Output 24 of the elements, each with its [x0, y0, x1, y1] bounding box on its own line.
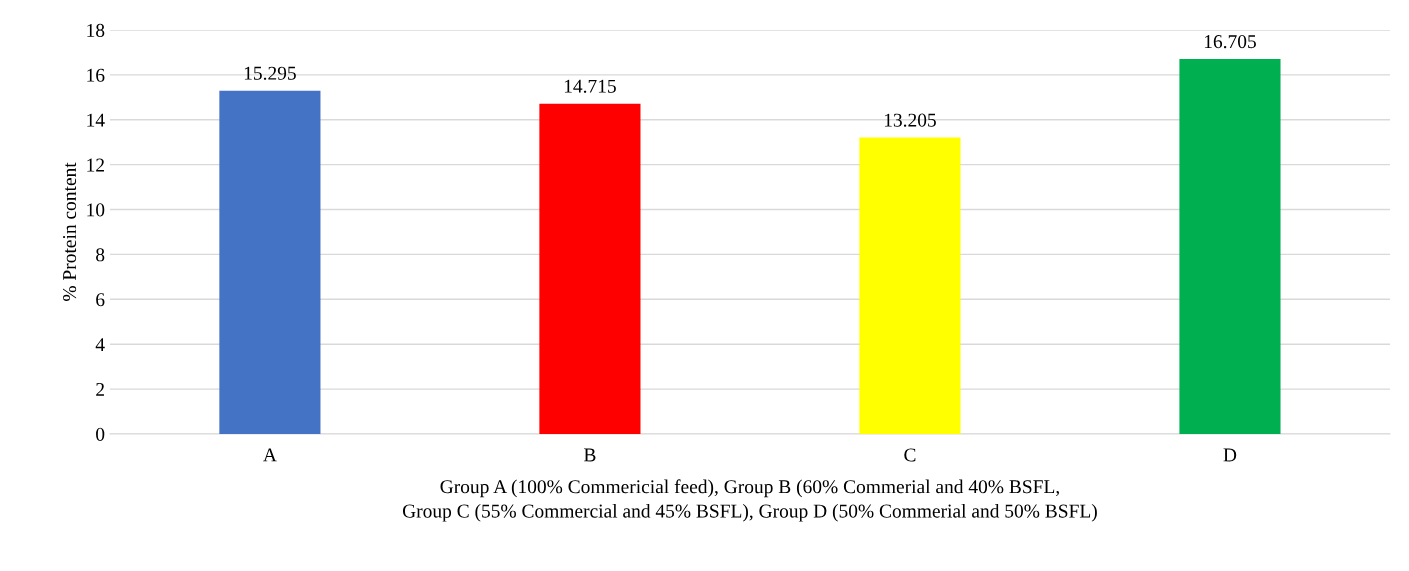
- y-tick-label: 18: [87, 23, 105, 37]
- y-tick-label: 2: [96, 382, 104, 396]
- bar: [539, 103, 641, 434]
- y-tick-label: 12: [87, 158, 104, 172]
- y-axis-title: % Protein content: [62, 162, 77, 301]
- x-tick-label: D: [1223, 448, 1237, 462]
- bar: [859, 137, 961, 434]
- y-tick-label: 16: [87, 68, 105, 82]
- x-axis-title: Group A (100% Commericial feed), Group B (60% Commerial and 40% BSFL, Group C (55% Commercial and 45% BSFL), Group D (50% Commerial and 50% BSFL): [402, 479, 1097, 522]
- y-tick-label: 4: [95, 338, 105, 351]
- data-label: 16.705: [1204, 35, 1256, 49]
- bar: [219, 90, 321, 434]
- y-tick-label: 8: [96, 248, 105, 262]
- y-tick-label: 10: [87, 203, 105, 217]
- x-tick-label: B: [584, 448, 596, 462]
- x-tick-label: A: [263, 448, 277, 462]
- bar: [1179, 59, 1281, 434]
- y-tick-label: 14: [87, 113, 105, 127]
- data-label: 14.715: [564, 79, 616, 93]
- y-tick-label: 0: [96, 427, 105, 441]
- x-tick-label: C: [904, 448, 916, 462]
- data-label: 15.295: [244, 66, 296, 80]
- y-tick-label: 6: [96, 293, 105, 307]
- data-label: 13.205: [884, 113, 936, 127]
